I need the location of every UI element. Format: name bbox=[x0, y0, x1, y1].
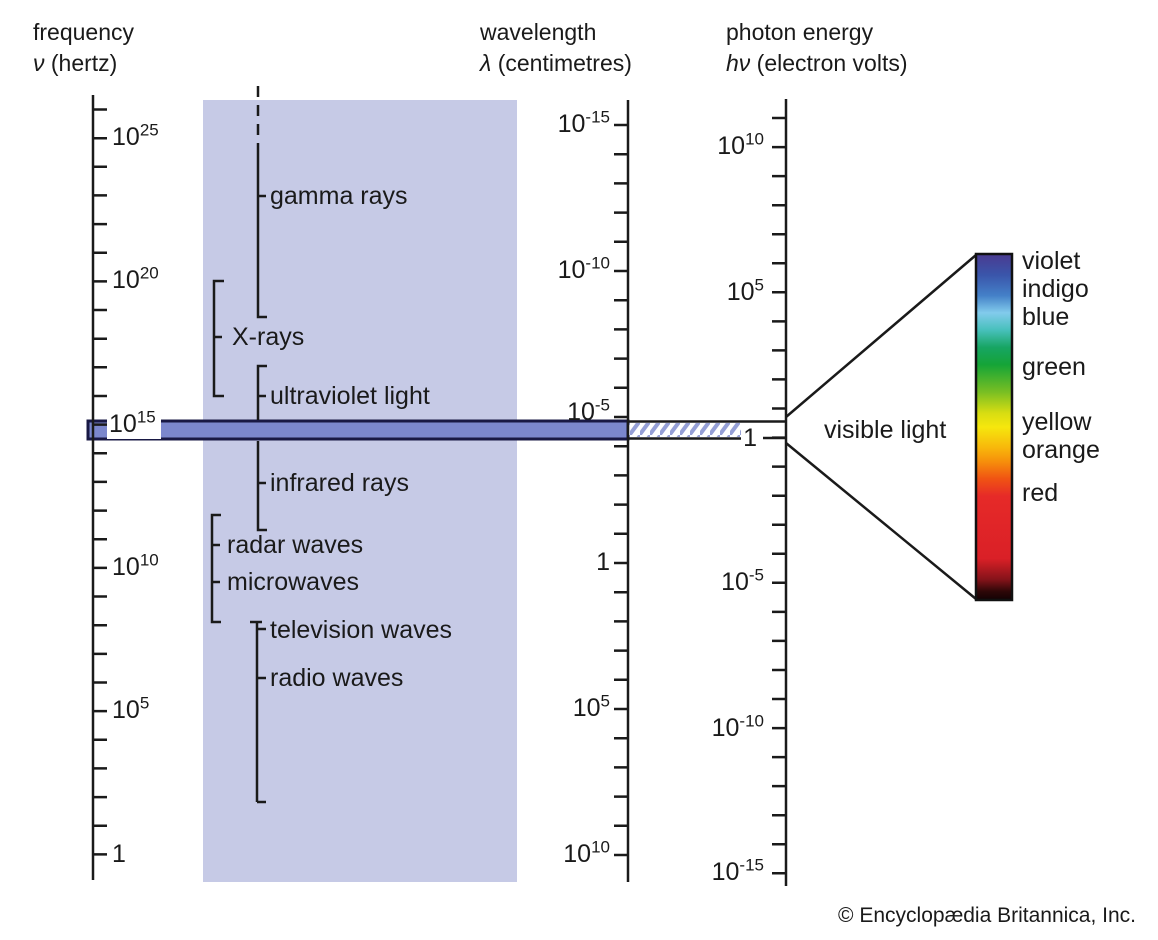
freq-tick-label: 1010 bbox=[112, 550, 159, 581]
axis-tick-marks bbox=[93, 108, 786, 875]
region-label-radio: radio waves bbox=[270, 664, 404, 692]
visible-light-expansion-lines bbox=[785, 254, 977, 600]
photon-tick-label: 105 bbox=[726, 275, 764, 306]
color-label-blue: blue bbox=[1022, 303, 1070, 331]
wavelength-axis-header: wavelength λ (centimetres) bbox=[480, 17, 632, 79]
region-label-gamma-rays: gamma rays bbox=[270, 182, 408, 210]
wavelength-tick-label: 10-10 bbox=[557, 253, 610, 284]
photon-tick-label: 10-5 bbox=[721, 565, 764, 596]
region-label-ultraviolet: ultraviolet light bbox=[270, 382, 430, 410]
region-label-microwaves: microwaves bbox=[227, 568, 359, 596]
color-label-orange: orange bbox=[1022, 436, 1100, 464]
visible-light-bar-hatched bbox=[629, 423, 745, 437]
visible-light-bar bbox=[86, 419, 630, 441]
tv-radio-bracket bbox=[250, 620, 266, 804]
wavelength-tick-label: 1 bbox=[596, 548, 610, 576]
color-label-green: green bbox=[1022, 353, 1086, 381]
infrared-bracket bbox=[256, 441, 267, 532]
color-label-indigo: indigo bbox=[1022, 275, 1089, 303]
wavelength-header-unit: λ (centimetres) bbox=[480, 50, 632, 76]
region-label-radar: radar waves bbox=[227, 531, 364, 559]
photon-tick-label: 1010 bbox=[717, 129, 764, 160]
photon-energy-header-title: photon energy bbox=[726, 19, 874, 45]
color-label-violet: violet bbox=[1022, 247, 1081, 275]
copyright-notice: © Encyclopædia Britannica, Inc. bbox=[838, 904, 1136, 927]
photon-tick-label: 10-10 bbox=[711, 711, 764, 742]
xray-bracket bbox=[212, 279, 224, 398]
ultraviolet-bracket bbox=[256, 364, 267, 420]
freq-tick-label: 1025 bbox=[112, 120, 159, 151]
wavelength-tick-label: 10-15 bbox=[557, 107, 610, 138]
region-label-x-rays: X-rays bbox=[232, 323, 305, 351]
region-label-infrared: infrared rays bbox=[270, 469, 409, 497]
region-label-television: television waves bbox=[270, 616, 453, 644]
photon-tick-label: 10-15 bbox=[711, 855, 764, 886]
visible-spectrum-color-bar bbox=[974, 252, 1014, 602]
color-label-yellow: yellow bbox=[1022, 408, 1092, 436]
photon-energy-axis-header: photon energy hν (electron volts) bbox=[726, 17, 908, 79]
frequency-axis-header: frequency ν (hertz) bbox=[33, 17, 134, 79]
visible-light-label: visible light bbox=[824, 416, 947, 444]
wavelength-tick-label: 105 bbox=[572, 691, 610, 722]
freq-tick-label: 1015 bbox=[107, 409, 161, 439]
freq-tick-label: 1 bbox=[112, 840, 126, 868]
wavelength-tick-label: 10-5 bbox=[567, 395, 610, 426]
photon-energy-header-unit: hν (electron volts) bbox=[726, 50, 908, 76]
wavelength-tick-label: 1010 bbox=[563, 837, 610, 868]
frequency-header-title: frequency bbox=[33, 19, 135, 45]
freq-tick-label: 1020 bbox=[112, 263, 159, 294]
freq-tick-label: 105 bbox=[112, 693, 150, 724]
radar-microwave-bracket bbox=[210, 513, 221, 624]
spectrum-band bbox=[203, 100, 517, 882]
wavelength-header-title: wavelength bbox=[480, 19, 597, 45]
color-label-red: red bbox=[1022, 479, 1059, 507]
gamma-bracket bbox=[256, 144, 267, 319]
frequency-header-unit: ν (hertz) bbox=[33, 50, 118, 76]
photon-tick-label: 1 bbox=[741, 424, 762, 453]
